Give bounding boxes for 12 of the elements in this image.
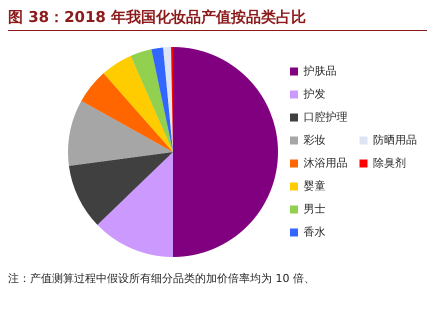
legend-label: 除臭剂 <box>373 156 406 170</box>
legend-label: 防晒用品 <box>373 133 417 146</box>
text: 注：产值测算过程中假设所有细分品类的加价倍率均为 10 倍、 <box>8 271 316 286</box>
legend-label: 婴童 <box>304 179 326 192</box>
legend-label: 男士 <box>304 202 326 216</box>
chart-title: 图 38：2018 年我国化妆品产值按品类占比 <box>8 8 427 31</box>
legend-label: 护肤品 <box>302 64 336 78</box>
legend-label: 护发 <box>302 87 326 100</box>
legend-label: 彩妆 <box>304 133 326 146</box>
legend-label: 香水 <box>304 225 326 238</box>
legend-label: 沐浴用品 <box>304 156 348 170</box>
legend-label: 口腔护理 <box>304 110 348 124</box>
